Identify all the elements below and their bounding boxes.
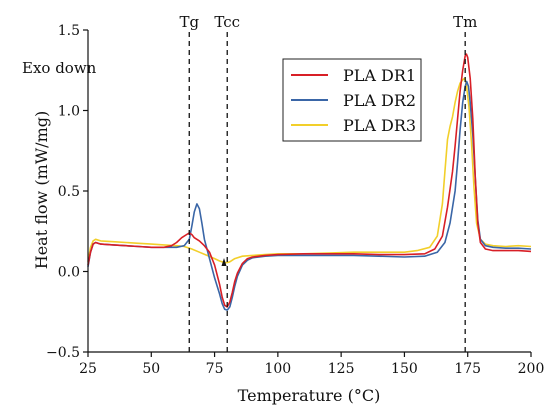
y-tick-label: 1.5 [58, 23, 80, 39]
x-tick-label: 175 [454, 361, 481, 377]
y-axis-title: Heat flow (mW/mg) [32, 111, 51, 269]
legend-label-2: PLA DR2 [343, 91, 416, 110]
legend: PLA DR1 PLA DR2 PLA DR3 [282, 58, 422, 142]
vline-label-3: Tm [453, 13, 477, 31]
x-axis-title: Temperature (°C) [238, 386, 381, 405]
x-tick-label: 25 [79, 361, 97, 377]
x-tick-label: 50 [142, 361, 160, 377]
series-layer [87, 53, 532, 311]
x-tick-label: 100 [264, 361, 291, 377]
x-tick-label: 200 [518, 361, 545, 377]
x-tick-label: 125 [328, 361, 355, 377]
y-tick-label: 1.0 [58, 104, 80, 120]
exo-down-annotation: Exo down [22, 59, 97, 77]
y-tick-label: 0.5 [58, 184, 80, 200]
axes: 25 50 75 100 125 150 175 200 −0.5 0.0 0.5 1.0 1.5 [46, 23, 544, 377]
vertical-lines: Tg Tcc Tm [179, 13, 477, 352]
series-line-2 [87, 80, 532, 311]
y-tick-label: 0.0 [58, 265, 80, 281]
x-tick-label: 150 [391, 361, 418, 377]
vline-label-1: Tg [179, 13, 199, 31]
x-tick-label: 75 [206, 361, 224, 377]
legend-label-3: PLA DR3 [343, 116, 416, 135]
y-tick-label: −0.5 [46, 345, 80, 361]
arrow-icon [221, 258, 227, 266]
vline-label-2: Tcc [214, 13, 240, 31]
series-line-1 [87, 53, 532, 308]
legend-label-1: PLA DR1 [343, 66, 416, 85]
